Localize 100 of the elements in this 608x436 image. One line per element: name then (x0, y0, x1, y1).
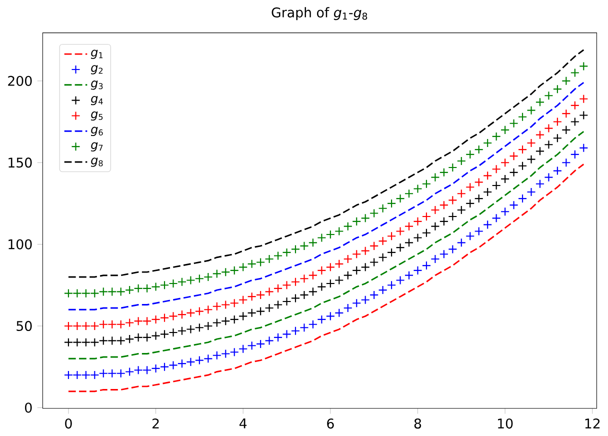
point (186, 358, 196, 367)
point (72, 322, 82, 331)
point (360, 262, 370, 272)
point (142, 333, 152, 342)
point (125, 286, 134, 295)
point (552, 166, 562, 176)
point (151, 331, 160, 340)
point (125, 334, 134, 344)
point (90, 370, 100, 380)
point (317, 282, 326, 292)
point (134, 284, 143, 294)
point (186, 324, 196, 334)
point (256, 340, 266, 349)
point (404, 238, 414, 248)
point (326, 312, 335, 321)
point (562, 126, 571, 135)
point (116, 368, 126, 378)
point (396, 226, 405, 236)
point (98, 336, 108, 346)
point (430, 222, 440, 232)
point (570, 101, 580, 110)
point (483, 188, 492, 197)
point (466, 199, 475, 208)
point (466, 150, 475, 160)
point (177, 310, 187, 320)
point (570, 117, 580, 126)
point (509, 152, 518, 161)
point (300, 290, 309, 300)
point (439, 200, 448, 210)
point (370, 242, 379, 251)
point (370, 290, 379, 300)
point (544, 140, 554, 150)
point (386, 199, 396, 208)
point (98, 368, 108, 378)
point (125, 367, 134, 376)
point (518, 145, 528, 154)
point (194, 274, 204, 284)
point (500, 158, 510, 168)
point (273, 300, 283, 310)
point (72, 370, 82, 380)
point (64, 370, 74, 380)
point (466, 182, 475, 192)
point (413, 184, 422, 194)
point (422, 179, 432, 189)
point (116, 336, 126, 346)
point (326, 262, 335, 272)
point (238, 344, 248, 354)
point (509, 118, 518, 128)
point (535, 179, 545, 189)
point (474, 178, 484, 187)
point (518, 112, 528, 122)
point (466, 232, 475, 241)
point (360, 295, 370, 305)
point (386, 280, 396, 290)
point (308, 238, 318, 248)
point (72, 338, 82, 348)
point (422, 228, 432, 238)
legend-label: g$_{6}$ (90, 126, 103, 136)
point (492, 132, 501, 142)
point (579, 110, 588, 120)
point (500, 174, 510, 184)
legend-label: g$_{5}$ (90, 112, 103, 121)
point (290, 277, 300, 287)
point (81, 338, 90, 348)
point (456, 156, 466, 166)
point (474, 226, 484, 236)
point (343, 254, 352, 264)
point (308, 270, 318, 280)
point (221, 300, 230, 310)
point (134, 333, 143, 342)
point (264, 254, 274, 264)
point (116, 320, 126, 330)
point (142, 366, 152, 375)
point (544, 172, 554, 182)
point (492, 214, 501, 223)
point (439, 217, 448, 226)
point (204, 305, 213, 314)
legend-label: g$_{8}$ (90, 158, 103, 168)
point (212, 302, 222, 312)
point (177, 326, 187, 336)
legend-label: g$_{1}$ (90, 50, 103, 60)
point (238, 262, 248, 272)
point (256, 306, 266, 316)
point (168, 360, 178, 370)
point (81, 322, 90, 331)
point (326, 230, 335, 240)
y-tick-label: 100 (8, 239, 32, 250)
point (562, 76, 571, 86)
point (413, 266, 422, 276)
point (168, 328, 178, 338)
y-tick-label: 150 (8, 158, 32, 168)
point (552, 117, 562, 126)
point (194, 323, 204, 332)
point (579, 144, 588, 153)
point (456, 189, 466, 198)
point (492, 181, 501, 190)
point (264, 287, 274, 296)
point (142, 316, 152, 326)
point (194, 356, 204, 365)
point (204, 322, 213, 331)
